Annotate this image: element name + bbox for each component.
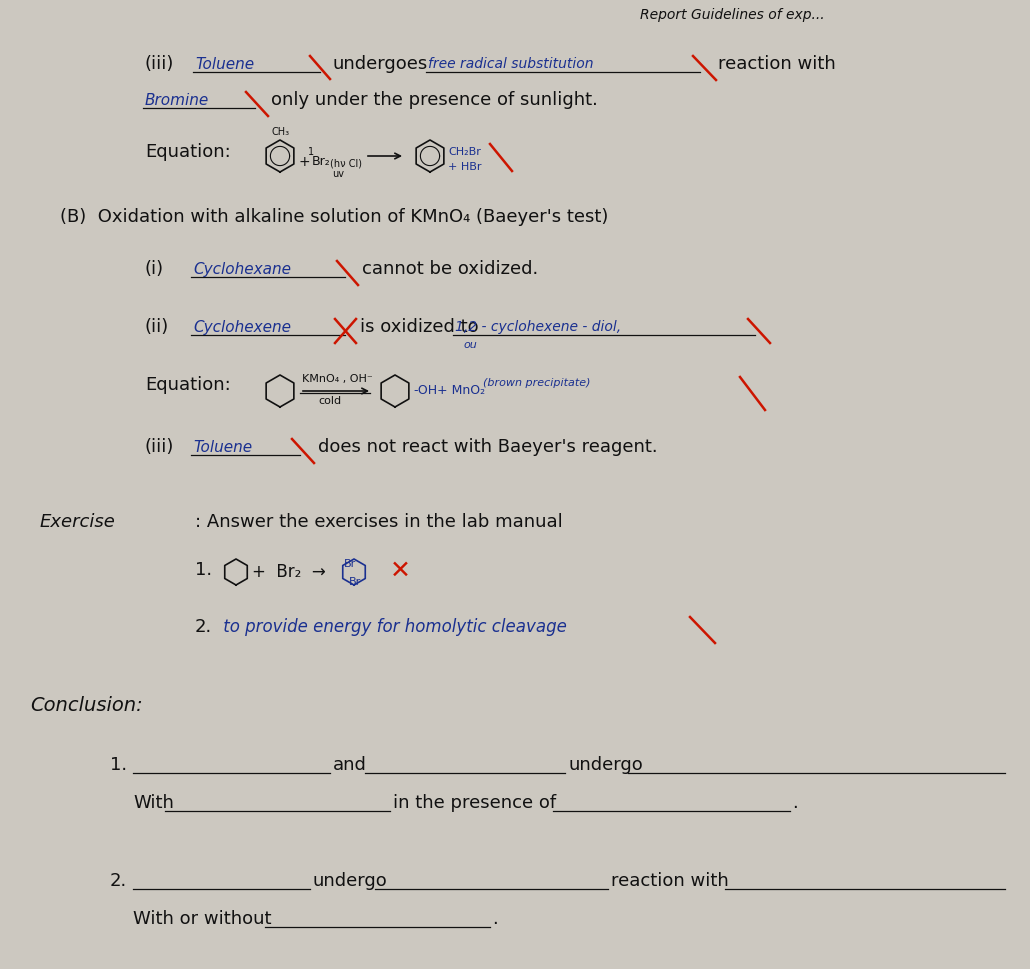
Text: Equation:: Equation: (145, 142, 231, 161)
Text: (iii): (iii) (145, 438, 174, 455)
Text: does not react with Baeyer's reagent.: does not react with Baeyer's reagent. (318, 438, 657, 455)
Text: (hν Cl): (hν Cl) (330, 159, 362, 169)
Text: +: + (298, 155, 310, 169)
Text: cannot be oxidized.: cannot be oxidized. (362, 260, 539, 278)
Text: CH₃: CH₃ (272, 127, 290, 137)
Text: reaction with: reaction with (718, 55, 835, 73)
Text: + HBr: + HBr (448, 162, 481, 172)
Text: .: . (792, 794, 798, 811)
Text: CH₂Br: CH₂Br (448, 147, 481, 157)
Text: Toluene: Toluene (193, 440, 252, 454)
Text: uv: uv (332, 169, 344, 179)
Text: (ii): (ii) (145, 318, 169, 335)
Text: only under the presence of sunlight.: only under the presence of sunlight. (271, 91, 597, 109)
Text: cold: cold (318, 395, 341, 406)
Text: With or without: With or without (133, 909, 272, 927)
Text: 1.: 1. (110, 755, 127, 773)
Text: in the presence of: in the presence of (393, 794, 556, 811)
Text: (brown precipitate): (brown precipitate) (483, 378, 590, 388)
Text: 1.: 1. (195, 560, 212, 578)
Text: (iii): (iii) (145, 55, 174, 73)
Text: ou: ou (464, 340, 477, 350)
Text: 1: 1 (308, 147, 314, 157)
Text: Conclusion:: Conclusion: (30, 696, 143, 714)
Text: and: and (333, 755, 367, 773)
Text: reaction with: reaction with (611, 871, 729, 890)
Text: ✕: ✕ (390, 558, 411, 582)
Text: With: With (133, 794, 174, 811)
Text: Br₂: Br₂ (312, 155, 331, 168)
Text: Bromine: Bromine (145, 93, 209, 108)
Text: Toluene: Toluene (195, 57, 254, 72)
Text: +  Br₂  →: + Br₂ → (252, 562, 325, 580)
Text: + MnO₂: + MnO₂ (437, 384, 485, 396)
Text: undergo: undergo (313, 871, 387, 890)
Text: 1,2 - cyclohexene - diol,: 1,2 - cyclohexene - diol, (455, 320, 621, 333)
Text: : Answer the exercises in the lab manual: : Answer the exercises in the lab manual (195, 513, 562, 530)
Text: Cyclohexene: Cyclohexene (193, 320, 291, 334)
Text: Exercise: Exercise (40, 513, 115, 530)
Text: Cyclohexane: Cyclohexane (193, 262, 291, 277)
Text: undergo: undergo (568, 755, 643, 773)
Text: -OH: -OH (413, 384, 437, 396)
Text: KMnO₄ , OH⁻: KMnO₄ , OH⁻ (302, 374, 373, 384)
Text: Br: Br (344, 558, 356, 569)
Text: to provide energy for homolytic cleavage: to provide energy for homolytic cleavage (218, 617, 567, 636)
Text: (i): (i) (145, 260, 164, 278)
Text: Br: Br (349, 577, 362, 586)
Text: free radical substitution: free radical substitution (428, 57, 593, 71)
Text: Equation:: Equation: (145, 376, 231, 393)
Text: is oxidized to: is oxidized to (360, 318, 479, 335)
Text: undergoes: undergoes (333, 55, 428, 73)
Text: .: . (492, 909, 497, 927)
Text: 2.: 2. (195, 617, 212, 636)
Text: (B)  Oxidation with alkaline solution of KMnO₄ (Baeyer's test): (B) Oxidation with alkaline solution of … (60, 207, 609, 226)
Text: Report Guidelines of exp...: Report Guidelines of exp... (640, 8, 825, 22)
Text: 2.: 2. (110, 871, 128, 890)
